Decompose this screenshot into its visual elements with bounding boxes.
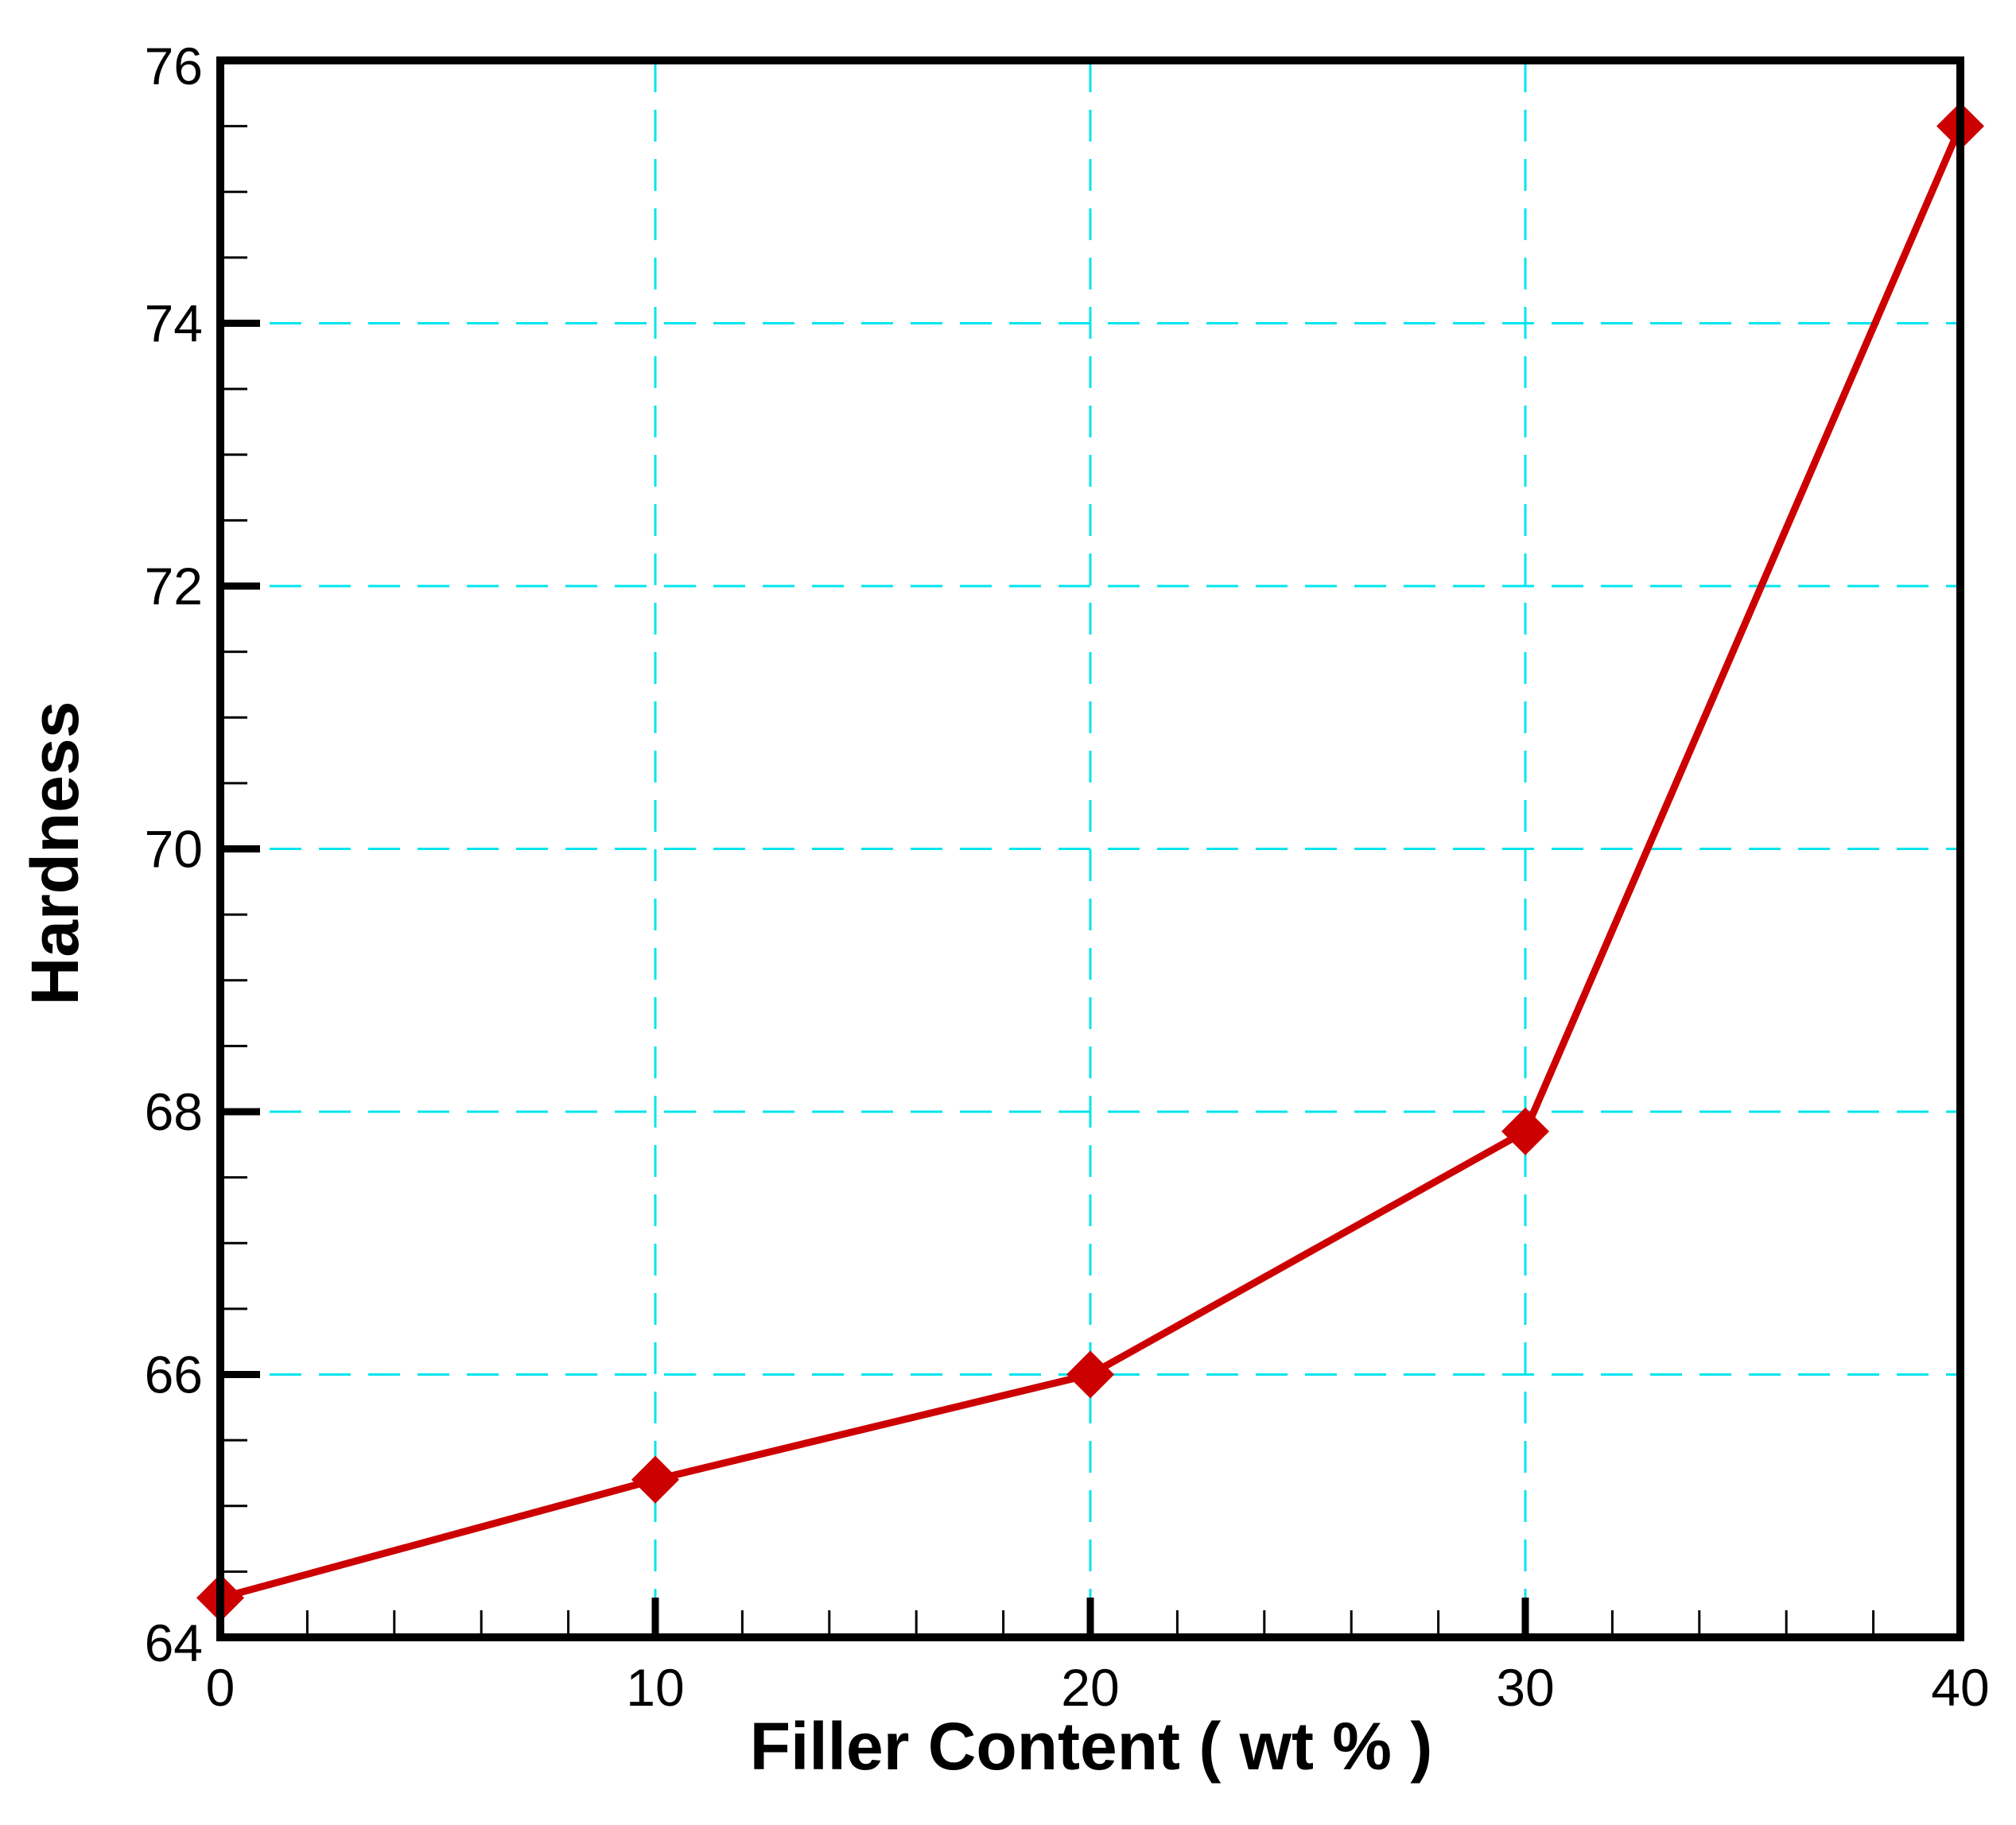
plot-frame xyxy=(216,56,1964,1641)
y-tick-label: 76 xyxy=(145,37,203,95)
x-tick-labels: 0 10 20 30 40 xyxy=(206,1658,1990,1717)
y-tick-label: 74 xyxy=(145,294,203,353)
x-axis-title: Filler Content ( wt % ) xyxy=(750,1709,1433,1784)
y-tick-label: 70 xyxy=(145,820,203,879)
y-tick-label: 66 xyxy=(145,1345,203,1404)
x-tick-label: 40 xyxy=(1931,1658,1989,1717)
x-tick-label: 20 xyxy=(1061,1658,1119,1717)
y-axis-title: Hardness xyxy=(17,701,92,1006)
x-tick-label: 0 xyxy=(206,1658,235,1717)
data-point-marker xyxy=(1501,1107,1549,1155)
data-point-marker xyxy=(631,1455,679,1504)
y-tick-label: 68 xyxy=(145,1082,203,1141)
y-tick-labels: 64 66 68 70 72 74 76 xyxy=(145,37,203,1672)
y-tick-label: 72 xyxy=(145,557,203,615)
minor-ticks xyxy=(220,125,1875,1637)
data-point-marker xyxy=(1066,1350,1114,1399)
series-layer xyxy=(196,102,1984,1622)
x-tick-label: 10 xyxy=(626,1658,684,1717)
x-tick-label: 30 xyxy=(1496,1658,1554,1717)
y-tick-label: 64 xyxy=(145,1613,203,1672)
